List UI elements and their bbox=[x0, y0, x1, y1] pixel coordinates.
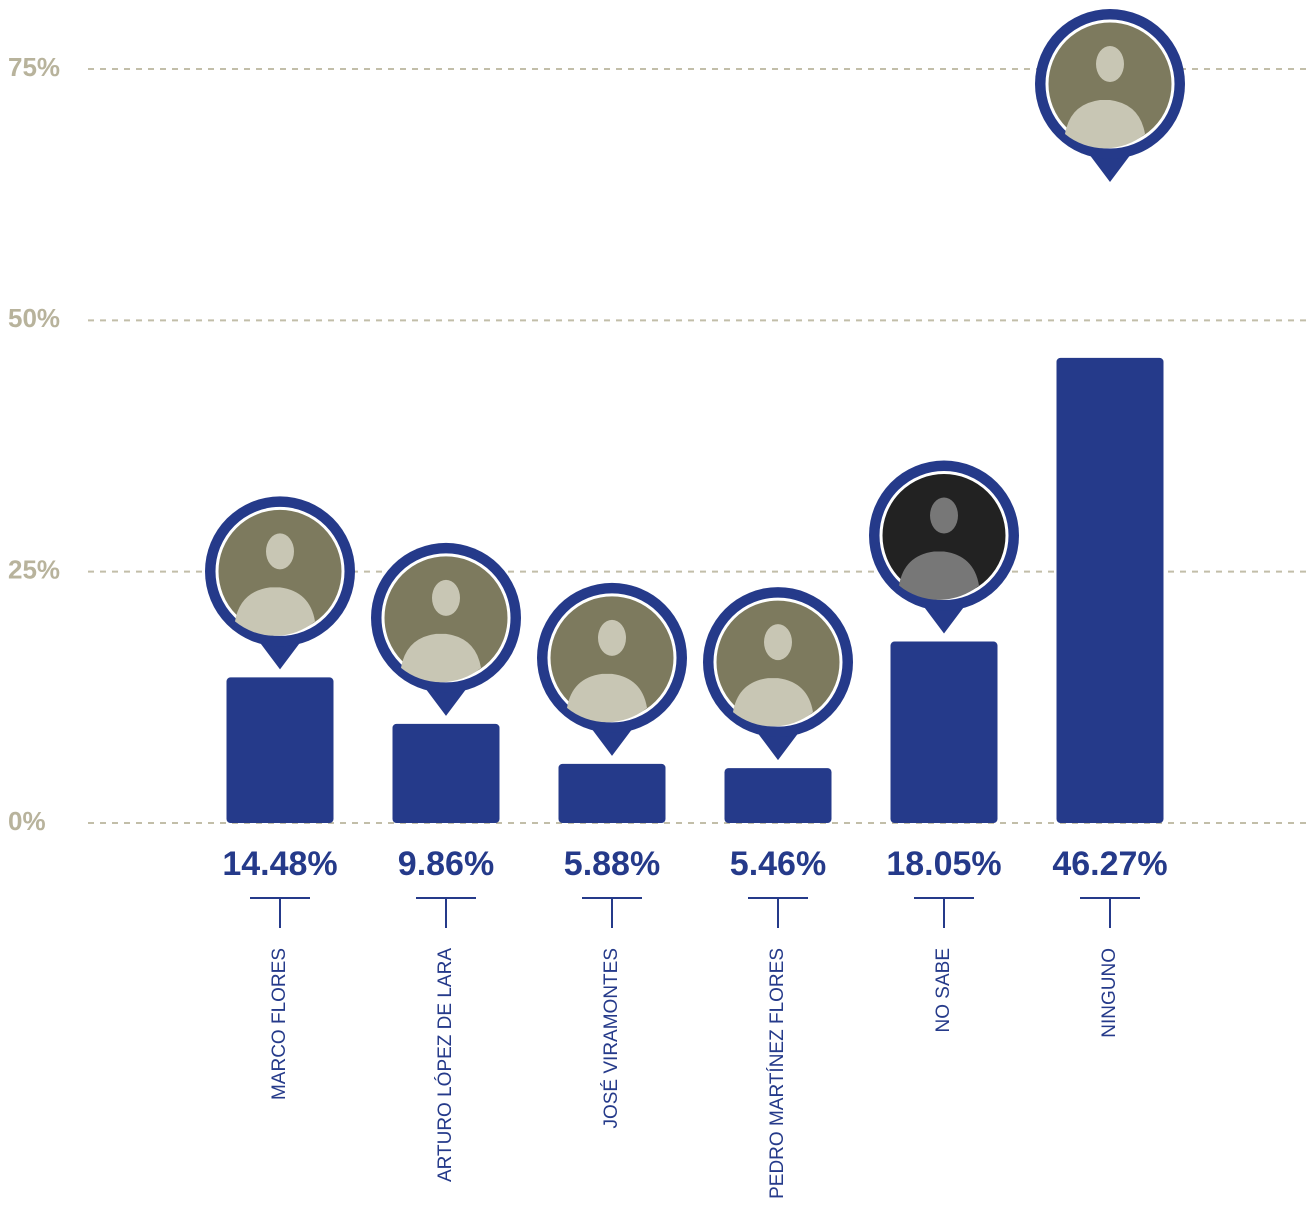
t-marker bbox=[250, 898, 310, 928]
t-marker bbox=[416, 898, 476, 928]
bar bbox=[725, 768, 832, 823]
t-marker bbox=[582, 898, 642, 928]
avatar-pin bbox=[371, 543, 521, 716]
category-label: NINGUNO bbox=[1099, 948, 1120, 1038]
t-marker bbox=[1080, 898, 1140, 928]
category-label: ARTURO LÓPEZ DE LARA bbox=[434, 948, 456, 1182]
category-label: MARCO FLORES bbox=[269, 948, 290, 1100]
value-label: 18.05% bbox=[886, 845, 1001, 883]
avatar-pin bbox=[869, 461, 1019, 634]
bar bbox=[393, 724, 500, 823]
category-label: PEDRO MARTÍNEZ FLORES bbox=[767, 948, 788, 1199]
bar bbox=[559, 764, 666, 823]
avatar-pin bbox=[537, 583, 687, 756]
category-label: JOSÉ VIRAMONTES bbox=[601, 948, 622, 1129]
y-tick-label: 25% bbox=[8, 555, 60, 585]
t-marker bbox=[914, 898, 974, 928]
avatar-pin bbox=[205, 496, 355, 669]
value-label: 5.46% bbox=[730, 845, 826, 883]
value-label: 46.27% bbox=[1052, 845, 1167, 883]
category-label: NO SABE bbox=[933, 948, 954, 1032]
value-label: 5.88% bbox=[564, 845, 660, 883]
avatar-pin bbox=[1035, 9, 1185, 182]
bar bbox=[227, 677, 334, 823]
y-tick-label: 0% bbox=[8, 806, 46, 836]
y-tick-label: 50% bbox=[8, 303, 60, 333]
y-tick-label: 75% bbox=[8, 52, 60, 82]
value-label: 9.86% bbox=[398, 845, 494, 883]
chart: 0% 25% 50% 75% 14.48% MARCO FLORES 9.86% ARTURO… bbox=[0, 0, 1308, 1211]
avatar-pin bbox=[703, 587, 853, 760]
t-marker bbox=[748, 898, 808, 928]
value-label: 14.48% bbox=[222, 845, 337, 883]
bar bbox=[1057, 358, 1164, 823]
bar bbox=[891, 642, 998, 823]
